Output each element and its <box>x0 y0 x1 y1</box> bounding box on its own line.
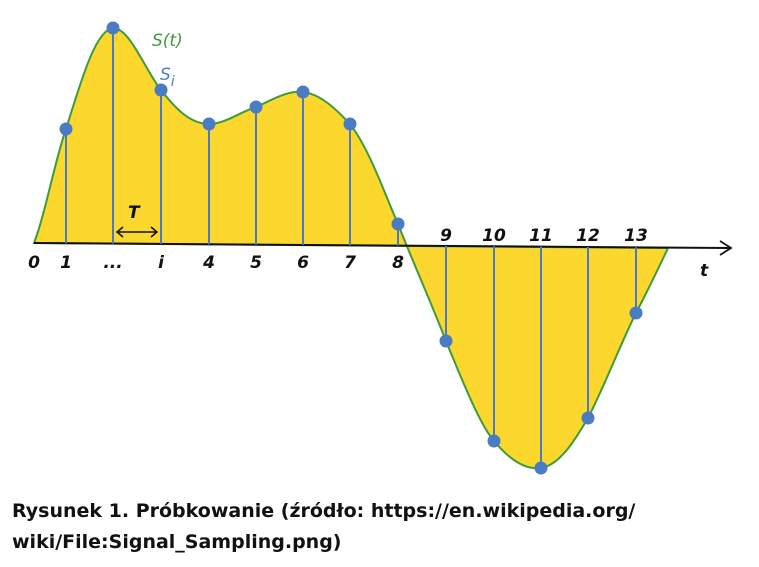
caption-line-1: Rysunek 1. Próbkowanie (źródło: https://… <box>12 500 636 522</box>
tick-label: i <box>158 253 165 273</box>
samples <box>59 21 643 475</box>
tick-label: 12 <box>576 226 600 246</box>
tick-label: 8 <box>392 253 404 273</box>
tick-label: 6 <box>297 253 309 273</box>
sample-point <box>249 100 263 114</box>
tick-label: 7 <box>344 253 356 273</box>
sample-point <box>439 334 453 348</box>
period-marker: T <box>115 203 159 238</box>
signal-area <box>32 26 670 470</box>
axis-label-t: t <box>700 261 709 281</box>
tick-label: 4 <box>202 253 215 273</box>
sample-point <box>154 83 168 97</box>
sample-point <box>343 117 357 131</box>
tick-label: 13 <box>624 226 648 246</box>
tick-label: 9 <box>440 226 452 246</box>
caption-line-2: wiki/File:Signal_Sampling.png) <box>12 531 342 553</box>
period-label: T <box>128 203 141 223</box>
tick-label: 10 <box>482 226 506 246</box>
sample-label: Si <box>160 65 175 90</box>
sample-point <box>629 306 643 320</box>
sample-point <box>534 461 548 475</box>
tick-label: 0 <box>28 253 40 273</box>
tick-label: 5 <box>250 253 262 273</box>
sample-point <box>202 117 216 131</box>
time-axis <box>33 242 731 249</box>
tick-labels: 0 1... i 4 5 6 7 8 9 10 11 12 13 <box>28 226 648 273</box>
figure-caption: Rysunek 1. Próbkowanie (źródło: https://… <box>12 496 752 558</box>
sample-point <box>487 434 501 448</box>
sample-point <box>391 217 405 231</box>
tick-label: ... <box>103 253 122 273</box>
sample-point <box>59 122 73 136</box>
sample-point <box>581 411 595 425</box>
tick-label: 1 <box>60 253 72 273</box>
sample-point <box>296 85 310 99</box>
sample-point <box>106 21 120 35</box>
signal-label: S(t) <box>152 31 183 51</box>
tick-label: 11 <box>529 226 553 246</box>
axis-arrow-icon <box>719 240 733 256</box>
